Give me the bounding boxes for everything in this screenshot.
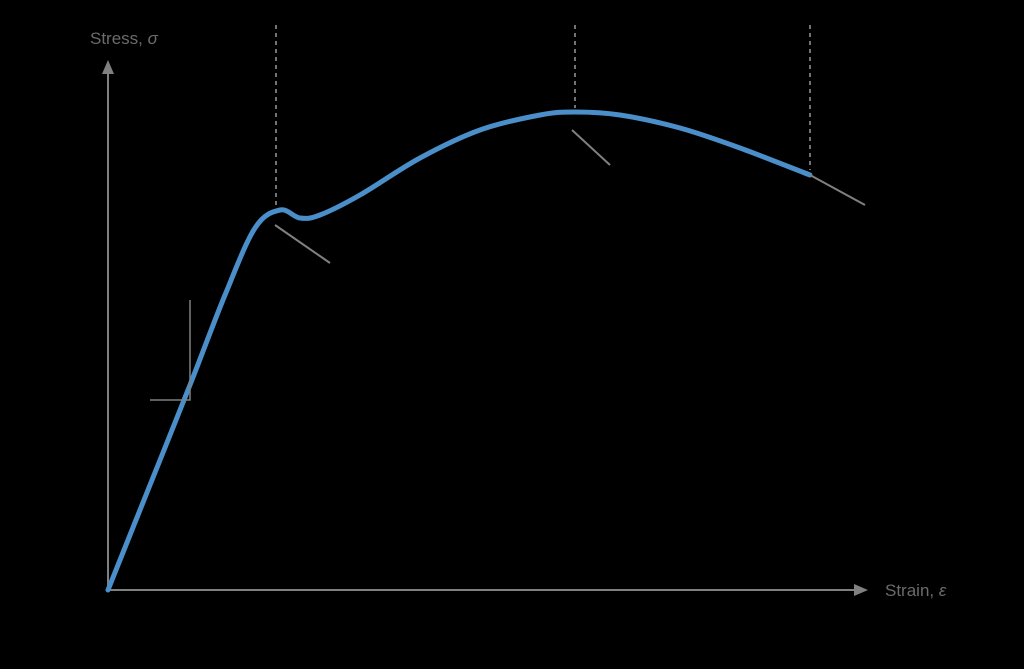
stress-strain-diagram: Stress, σ Strain, ε — [0, 0, 1024, 669]
x-axis-label-prefix: Strain, — [885, 581, 939, 600]
x-axis-arrowhead — [854, 584, 868, 596]
stress-strain-curve — [108, 112, 810, 590]
x-axis-label-symbol: ε — [939, 581, 947, 600]
ext-ultimate — [572, 130, 610, 165]
curve-extensions — [275, 130, 865, 263]
modulus-slope-triangle — [150, 300, 190, 400]
y-axis-label-symbol: σ — [148, 29, 159, 48]
ext-fracture — [810, 175, 865, 205]
axes — [102, 60, 868, 596]
y-axis-arrowhead — [102, 60, 114, 74]
y-axis-label-prefix: Stress, — [90, 29, 148, 48]
y-axis-label: Stress, σ — [90, 29, 159, 48]
x-axis-label: Strain, ε — [885, 581, 947, 600]
ext-yield — [275, 225, 330, 263]
